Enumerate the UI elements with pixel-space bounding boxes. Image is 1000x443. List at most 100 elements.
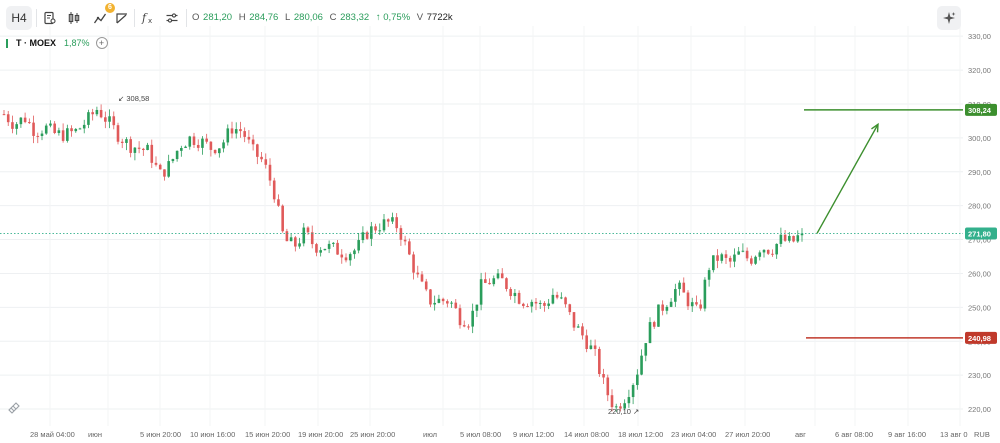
candle-body (361, 232, 365, 241)
candle-body (247, 136, 251, 140)
forecast-arrow-head (871, 122, 879, 133)
x-tick-label: авг (795, 430, 806, 439)
series-change: 1,87% (64, 38, 90, 48)
candle-body (272, 180, 276, 200)
y-tick-label: 300,00 (968, 134, 991, 143)
settings-sliders-icon[interactable] (160, 6, 184, 30)
candle-body (19, 117, 23, 125)
candle-body (695, 302, 698, 305)
candle-body (226, 128, 230, 143)
x-tick-label: 10 июн 16:00 (190, 430, 235, 439)
candle-body (610, 395, 614, 408)
candle-body (619, 406, 622, 409)
candle-body (522, 303, 525, 307)
candle-body (209, 141, 213, 150)
stop-price-badge-text: 240,98 (968, 334, 991, 343)
candle-body (458, 308, 462, 326)
candle-body (488, 282, 491, 285)
candle-body (378, 230, 382, 232)
candle-body (627, 397, 631, 404)
candle-body (467, 326, 470, 328)
candle-body (783, 234, 787, 241)
candle-body (441, 298, 445, 302)
candle-body (158, 164, 162, 170)
forecast-arrow[interactable] (816, 123, 879, 234)
candle-body (289, 237, 293, 242)
candle-body (462, 325, 466, 327)
candle-body (408, 241, 411, 255)
candle-body (281, 205, 284, 232)
candle-body (712, 255, 715, 271)
candle-body (745, 250, 749, 259)
candle-body (788, 235, 791, 241)
candle-body (336, 242, 339, 255)
candle-body (530, 301, 534, 307)
drawing-icon[interactable] (110, 6, 134, 30)
candle-body (188, 136, 192, 147)
candle-body (310, 232, 314, 245)
symbol-search-icon[interactable] (38, 6, 62, 30)
sparkle-icon[interactable] (937, 6, 961, 30)
candle-body (424, 281, 428, 290)
y-tick-label: 270,00 (968, 236, 991, 245)
candle-body (585, 335, 588, 350)
candle-body (32, 122, 35, 136)
candle-body (222, 142, 225, 149)
candle-body (602, 374, 605, 378)
candle-body (15, 124, 18, 129)
candle-body (298, 243, 301, 247)
resolution-button[interactable]: H4 (6, 6, 32, 30)
candle-body (285, 231, 289, 242)
candle-body (754, 256, 757, 264)
drawings-layer-icon[interactable] (6, 400, 22, 416)
candle-body (796, 235, 800, 242)
candle-body (61, 130, 65, 141)
candle-body (775, 243, 778, 255)
candle-body (606, 377, 610, 396)
candle-body (133, 147, 137, 153)
y-tick-label: 320,00 (968, 66, 991, 75)
candle-body (538, 302, 542, 304)
candle-body (716, 255, 719, 261)
candle-body (433, 302, 436, 305)
candle-body (6, 114, 10, 123)
candle-body (357, 240, 360, 251)
x-tick-label: 28 май 04:00 (30, 430, 75, 439)
candles-icon[interactable] (62, 6, 86, 30)
candle-body (365, 232, 369, 239)
candle-body (302, 227, 306, 244)
candle-body (28, 122, 31, 124)
candle-body (70, 128, 73, 132)
x-tick-label: 5 июн 20:00 (140, 430, 181, 439)
candle-body (239, 129, 242, 132)
candle-body (762, 249, 766, 253)
candle-body (707, 270, 711, 280)
toolbar-divider (36, 9, 37, 27)
candle-body (251, 139, 255, 145)
candle-body (87, 112, 90, 125)
candle-body (593, 345, 597, 349)
x-tick-label: 6 авг 08:00 (835, 430, 873, 439)
series-legend[interactable]: T · MOEX 1,87% + (6, 36, 108, 50)
candle-body (576, 326, 580, 328)
candle-body (53, 123, 56, 134)
candle-body (234, 129, 238, 134)
candle-body (49, 123, 52, 126)
y-tick-label: 280,00 (968, 202, 991, 211)
candle-body (454, 302, 458, 309)
candle-body (196, 144, 200, 148)
current-price-badge (965, 227, 997, 240)
x-tick-label: 25 июн 20:00 (350, 430, 395, 439)
x-tick-label: июл (423, 430, 437, 439)
add-symbol-icon[interactable]: + (95, 37, 108, 49)
candle-body (547, 303, 550, 306)
indicators-icon[interactable]: 6 (88, 3, 115, 30)
candle-body (598, 348, 601, 375)
x-tick-label: 13 авг 0 (940, 430, 968, 439)
candle-body (412, 254, 415, 273)
x-tick-label: 19 июн 20:00 (298, 430, 343, 439)
candle-body (184, 146, 187, 149)
